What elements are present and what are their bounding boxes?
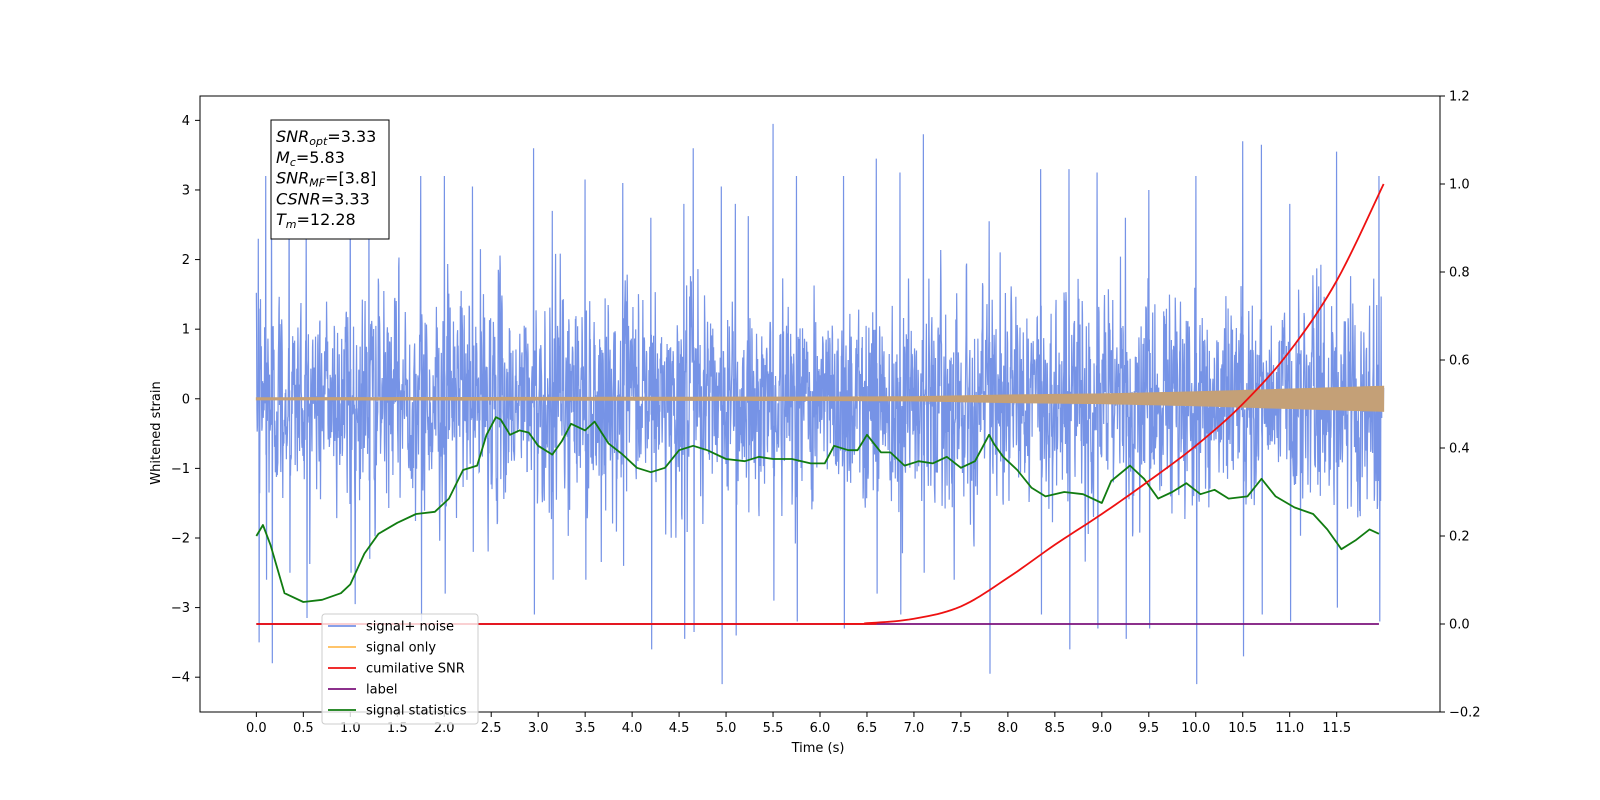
- x-tick-label: 1.0: [340, 721, 361, 736]
- noise-line: [255, 123, 1385, 685]
- x-tick-label: 4.0: [622, 721, 643, 736]
- x-tick-label: 6.5: [857, 721, 878, 736]
- x-tick-label: 1.5: [387, 721, 408, 736]
- y2-tick-label: −0.2: [1449, 706, 1481, 721]
- signal-envelope: [255, 385, 1385, 412]
- x-tick-label: 7.5: [951, 721, 972, 736]
- y2-tick-label: 0.6: [1449, 354, 1470, 369]
- signal-only-series: [255, 385, 1385, 412]
- x-tick-label: 8.5: [1045, 721, 1066, 736]
- y-tick-label: −4: [171, 671, 190, 686]
- legend-label-signal-only: signal only: [366, 641, 436, 656]
- y-tick-label: 2: [182, 253, 190, 268]
- x-tick-label: 4.5: [669, 721, 690, 736]
- x-tick-label: 11.5: [1322, 721, 1351, 736]
- x-tick-label: 0.5: [293, 721, 314, 736]
- legend-label-signal-noise: signal+ noise: [366, 620, 454, 635]
- y-axis-right: −0.2 0.0 0.2 0.4 0.6 0.8 1.0 1.2: [1440, 90, 1481, 721]
- x-tick-label: 5.5: [763, 721, 784, 736]
- y2-tick-label: 1.2: [1449, 90, 1470, 105]
- annotation-line: SNRMF=[3.8]: [276, 169, 376, 190]
- y2-tick-label: 0.2: [1449, 530, 1470, 545]
- y-tick-label: −2: [171, 531, 190, 546]
- x-tick-label: 0.0: [246, 721, 267, 736]
- cumulative-snr-series: [256, 183, 1385, 625]
- annotation-line: Tm=12.28: [276, 210, 356, 231]
- x-tick-label: 3.5: [575, 721, 596, 736]
- y2-tick-label: 0.0: [1449, 618, 1470, 633]
- x-tick-label: 6.0: [810, 721, 831, 736]
- y-tick-label: 4: [182, 114, 190, 129]
- x-tick-label: 9.0: [1091, 721, 1112, 736]
- y-tick-label: 1: [182, 323, 190, 338]
- y2-tick-label: 0.4: [1449, 442, 1470, 457]
- y2-tick-label: 0.8: [1449, 266, 1470, 281]
- x-axis: 0.0 0.5 1.0 1.5 2.0 2.5 3.0 3.5 4.0 4.5 5.0 5.5 6.0 6…: [246, 712, 1351, 736]
- y-axis-label: Whitened strain: [149, 381, 164, 484]
- y-tick-label: 3: [182, 183, 190, 198]
- y-axis-left: −4 −3 −2 −1 0 1 2 3 4: [171, 114, 200, 686]
- x-tick-label: 9.5: [1138, 721, 1159, 736]
- legend-label-signal-statistics: signal statistics: [366, 704, 467, 719]
- legend-label-cumilative-snr: cumilative SNR: [366, 662, 465, 677]
- x-tick-label: 2.0: [434, 721, 455, 736]
- annotation-frame: [270, 119, 390, 240]
- x-tick-label: 8.0: [998, 721, 1019, 736]
- signal-statistics-series: [255, 416, 1380, 603]
- x-axis-label: Time (s): [791, 741, 845, 756]
- y-tick-label: −3: [171, 601, 190, 616]
- x-tick-label: 11.0: [1275, 721, 1304, 736]
- legend-frame: [321, 613, 479, 725]
- x-tick-label: 2.5: [481, 721, 502, 736]
- annotation-line: Mc=5.83: [276, 148, 345, 169]
- x-tick-label: 7.0: [904, 721, 925, 736]
- x-tick-label: 10.5: [1228, 721, 1257, 736]
- annotation-line: CSNR=3.33: [276, 189, 370, 208]
- x-tick-label: 3.0: [528, 721, 549, 736]
- x-tick-label: 5.0: [716, 721, 737, 736]
- y-tick-label: 0: [182, 392, 190, 407]
- cumulative-snr-line: [256, 183, 1385, 625]
- legend: signal+ noise signal only cumilative SNR la…: [321, 613, 479, 725]
- noise-series: [255, 123, 1385, 685]
- y-tick-label: −1: [171, 462, 190, 477]
- legend-label-label: label: [366, 683, 397, 698]
- y2-tick-label: 1.0: [1449, 178, 1470, 193]
- x-tick-label: 10.0: [1181, 721, 1210, 736]
- annotation-line: SNRopt=3.33: [276, 127, 376, 148]
- signal-statistics-line: [255, 416, 1380, 603]
